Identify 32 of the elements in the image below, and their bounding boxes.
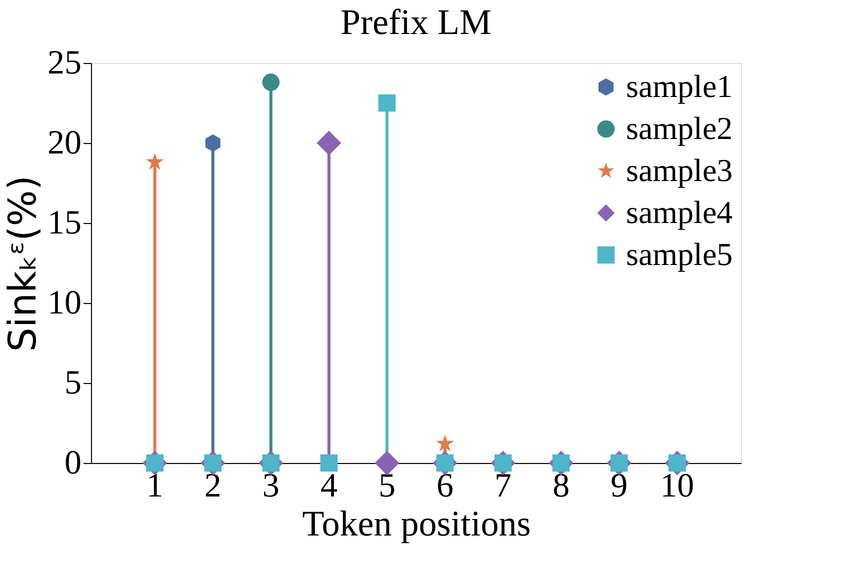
x-tick-label: 5 — [378, 468, 396, 504]
point — [316, 130, 342, 156]
legend-label: sample2 — [626, 110, 733, 146]
point — [436, 434, 454, 452]
x-tick-label: 7 — [494, 468, 512, 504]
legend-label: sample4 — [626, 194, 733, 230]
legend-label: sample3 — [626, 152, 733, 188]
point — [378, 94, 396, 112]
y-tick-label: 5 — [64, 364, 82, 402]
y-tick-label: 10 — [48, 284, 82, 322]
point — [262, 74, 280, 91]
x-tick-label: 8 — [552, 468, 570, 504]
y-tick-label: 20 — [48, 124, 82, 162]
y-tick-label: 15 — [48, 204, 82, 242]
x-tick-label: 10 — [660, 468, 694, 504]
x-tick-label: 3 — [262, 468, 280, 504]
point — [374, 450, 400, 476]
x-tick-label: 1 — [146, 468, 164, 504]
x-tick-label: 9 — [610, 468, 628, 504]
y-tick-label: 0 — [64, 444, 82, 482]
x-tick-label: 4 — [320, 468, 338, 504]
x-axis-title: Token positions — [302, 504, 531, 544]
legend-label: sample5 — [626, 236, 733, 272]
chart-title: Prefix LM — [340, 2, 492, 42]
point — [146, 152, 164, 170]
y-tick-label: 25 — [48, 44, 82, 82]
point — [320, 454, 338, 472]
y-axis-title: Sinkₖᵋ(%) — [0, 175, 44, 352]
legend-label: sample1 — [626, 68, 733, 104]
point — [205, 134, 220, 152]
x-tick-label: 6 — [436, 468, 454, 504]
x-tick-label: 2 — [204, 468, 222, 504]
